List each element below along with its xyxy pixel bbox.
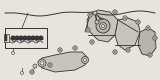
Circle shape <box>149 54 151 56</box>
Circle shape <box>84 58 87 62</box>
Circle shape <box>11 36 15 40</box>
Circle shape <box>91 41 93 43</box>
Circle shape <box>147 27 149 29</box>
Circle shape <box>87 29 89 31</box>
Circle shape <box>5 37 7 39</box>
Circle shape <box>101 24 104 28</box>
Circle shape <box>124 17 126 19</box>
Circle shape <box>74 47 76 49</box>
Circle shape <box>33 64 37 68</box>
Circle shape <box>15 36 19 40</box>
Circle shape <box>95 20 99 24</box>
Bar <box>4 34 9 42</box>
Circle shape <box>86 28 90 32</box>
Circle shape <box>5 39 7 41</box>
Circle shape <box>31 36 35 40</box>
Circle shape <box>136 20 140 24</box>
Circle shape <box>113 10 117 14</box>
Circle shape <box>93 11 97 15</box>
Circle shape <box>59 49 61 51</box>
Circle shape <box>81 56 88 64</box>
Circle shape <box>90 40 94 44</box>
Polygon shape <box>115 18 140 50</box>
Circle shape <box>49 64 51 66</box>
Circle shape <box>27 36 31 40</box>
Circle shape <box>73 46 77 50</box>
Circle shape <box>48 63 52 67</box>
Circle shape <box>58 48 62 52</box>
Polygon shape <box>138 28 156 56</box>
Circle shape <box>30 70 34 74</box>
Circle shape <box>126 48 130 52</box>
Circle shape <box>38 59 46 67</box>
Bar <box>5 28 47 48</box>
Polygon shape <box>38 52 88 72</box>
Polygon shape <box>87 10 118 42</box>
Circle shape <box>153 36 157 40</box>
Circle shape <box>148 53 152 57</box>
Circle shape <box>113 50 117 54</box>
Circle shape <box>96 19 110 33</box>
Circle shape <box>12 52 15 54</box>
Circle shape <box>39 36 43 40</box>
Circle shape <box>137 21 139 23</box>
Circle shape <box>114 11 116 13</box>
Circle shape <box>35 36 39 40</box>
Circle shape <box>154 37 156 39</box>
Circle shape <box>100 22 107 30</box>
Circle shape <box>23 36 27 40</box>
Circle shape <box>40 61 44 65</box>
Circle shape <box>19 36 23 40</box>
Circle shape <box>20 72 24 74</box>
Circle shape <box>89 14 91 16</box>
Circle shape <box>114 51 116 53</box>
Circle shape <box>123 16 127 20</box>
Circle shape <box>5 35 7 37</box>
Circle shape <box>127 49 129 51</box>
Circle shape <box>31 71 33 73</box>
Circle shape <box>146 26 150 30</box>
Circle shape <box>88 13 92 17</box>
